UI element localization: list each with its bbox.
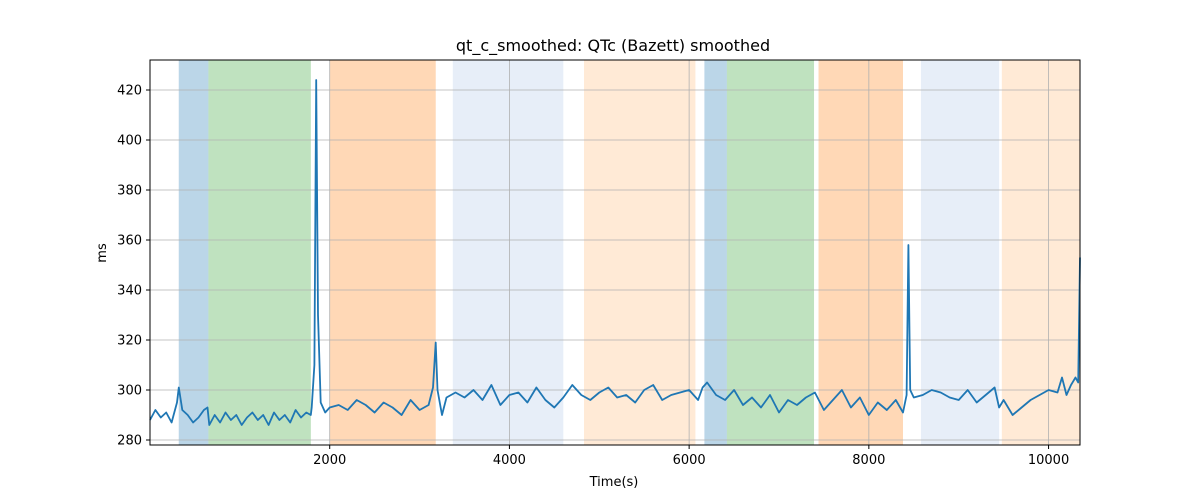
y-tick-label: 400 bbox=[117, 134, 142, 149]
band-3 bbox=[452, 60, 564, 445]
y-axis-label: ms bbox=[95, 243, 110, 263]
y-tick-label: 380 bbox=[117, 184, 142, 199]
band-8 bbox=[920, 60, 1000, 445]
axes bbox=[149, 59, 1081, 446]
band-0 bbox=[178, 60, 209, 445]
band-2 bbox=[329, 60, 436, 445]
grid-lines bbox=[150, 60, 1080, 445]
band-9 bbox=[1001, 60, 1080, 445]
shaded-bands bbox=[178, 60, 1080, 445]
x-tick-label: 6000 bbox=[673, 453, 706, 468]
y-tick-label: 280 bbox=[117, 434, 142, 449]
band-5 bbox=[704, 60, 727, 445]
x-axis-label: Time(s) bbox=[589, 475, 639, 490]
y-axis-ticks: 280 300 320 340 360 380 400 420 bbox=[117, 84, 150, 449]
band-1 bbox=[208, 60, 311, 445]
x-axis-ticks: 2000 4000 6000 8000 10000 bbox=[313, 445, 1069, 468]
plot-frame bbox=[149, 59, 1081, 446]
y-tick-label: 300 bbox=[117, 384, 142, 399]
band-6 bbox=[726, 60, 815, 445]
x-tick-label: 10000 bbox=[1028, 453, 1069, 468]
y-tick-label: 320 bbox=[117, 334, 142, 349]
chart-title: qt_c_smoothed: QTc (Bazett) smoothed bbox=[456, 36, 770, 56]
y-tick-label: 360 bbox=[117, 234, 142, 249]
x-tick-label: 8000 bbox=[852, 453, 885, 468]
y-tick-label: 420 bbox=[117, 84, 142, 99]
band-4 bbox=[584, 60, 696, 445]
x-tick-label: 2000 bbox=[313, 453, 346, 468]
band-7 bbox=[818, 60, 903, 445]
y-tick-label: 340 bbox=[117, 284, 142, 299]
series-line-0 bbox=[149, 79, 1081, 426]
x-tick-label: 4000 bbox=[493, 453, 526, 468]
series-lines bbox=[149, 79, 1081, 426]
